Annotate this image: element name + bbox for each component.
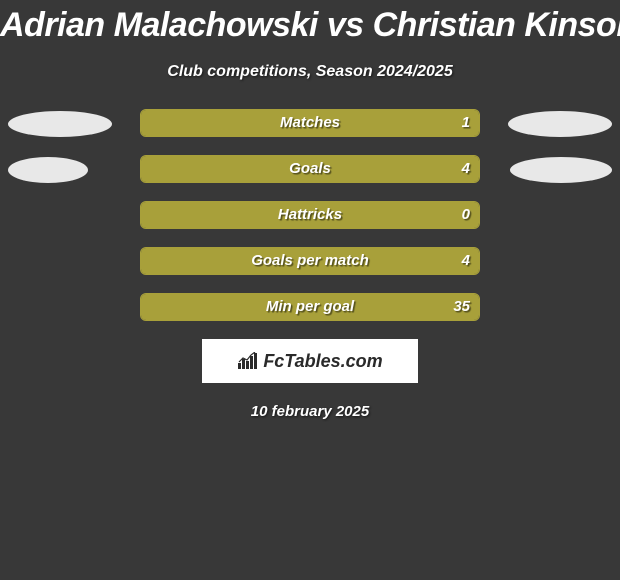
stat-row: Hattricks0 bbox=[0, 201, 620, 229]
stat-row: Matches1 bbox=[0, 109, 620, 137]
bar-track bbox=[140, 109, 480, 137]
bar-track bbox=[140, 201, 480, 229]
bar-fill bbox=[141, 156, 479, 182]
watermark: FcTables.com bbox=[237, 351, 382, 372]
left-ellipse bbox=[8, 157, 88, 183]
bar-fill bbox=[141, 110, 479, 136]
stat-row: Goals4 bbox=[0, 155, 620, 183]
stat-row: Min per goal35 bbox=[0, 293, 620, 321]
bar-fill bbox=[141, 294, 479, 320]
stat-row: Goals per match4 bbox=[0, 247, 620, 275]
watermark-box: FcTables.com bbox=[202, 339, 418, 383]
date-line: 10 february 2025 bbox=[0, 403, 620, 420]
comparison-title: Adrian Malachowski vs Christian Kinsombi bbox=[0, 0, 620, 45]
watermark-label: FcTables.com bbox=[263, 351, 382, 372]
left-ellipse bbox=[8, 111, 112, 137]
comparison-subtitle: Club competitions, Season 2024/2025 bbox=[0, 63, 620, 81]
right-ellipse bbox=[508, 111, 612, 137]
stat-rows: Matches1 Goals4 Hattricks0 Goals per match4… bbox=[0, 109, 620, 321]
bar-fill bbox=[141, 202, 479, 228]
bar-track bbox=[140, 155, 480, 183]
bar-track bbox=[140, 247, 480, 275]
bar-track bbox=[140, 293, 480, 321]
bar-chart-icon bbox=[237, 352, 259, 370]
right-ellipse bbox=[510, 157, 612, 183]
bar-fill bbox=[141, 248, 479, 274]
